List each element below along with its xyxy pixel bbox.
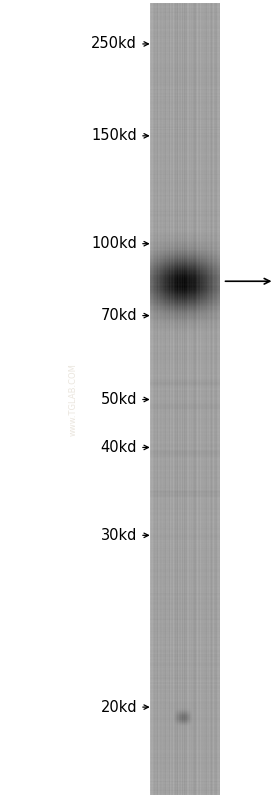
- Text: www.TGLAB.COM: www.TGLAB.COM: [68, 363, 77, 436]
- Text: 70kd: 70kd: [101, 308, 137, 323]
- Text: 20kd: 20kd: [101, 700, 137, 714]
- Text: 30kd: 30kd: [101, 528, 137, 543]
- Text: 250kd: 250kd: [91, 37, 137, 51]
- Text: 40kd: 40kd: [101, 440, 137, 455]
- Text: 150kd: 150kd: [92, 129, 137, 143]
- Text: 50kd: 50kd: [101, 392, 137, 407]
- Text: 100kd: 100kd: [91, 237, 137, 251]
